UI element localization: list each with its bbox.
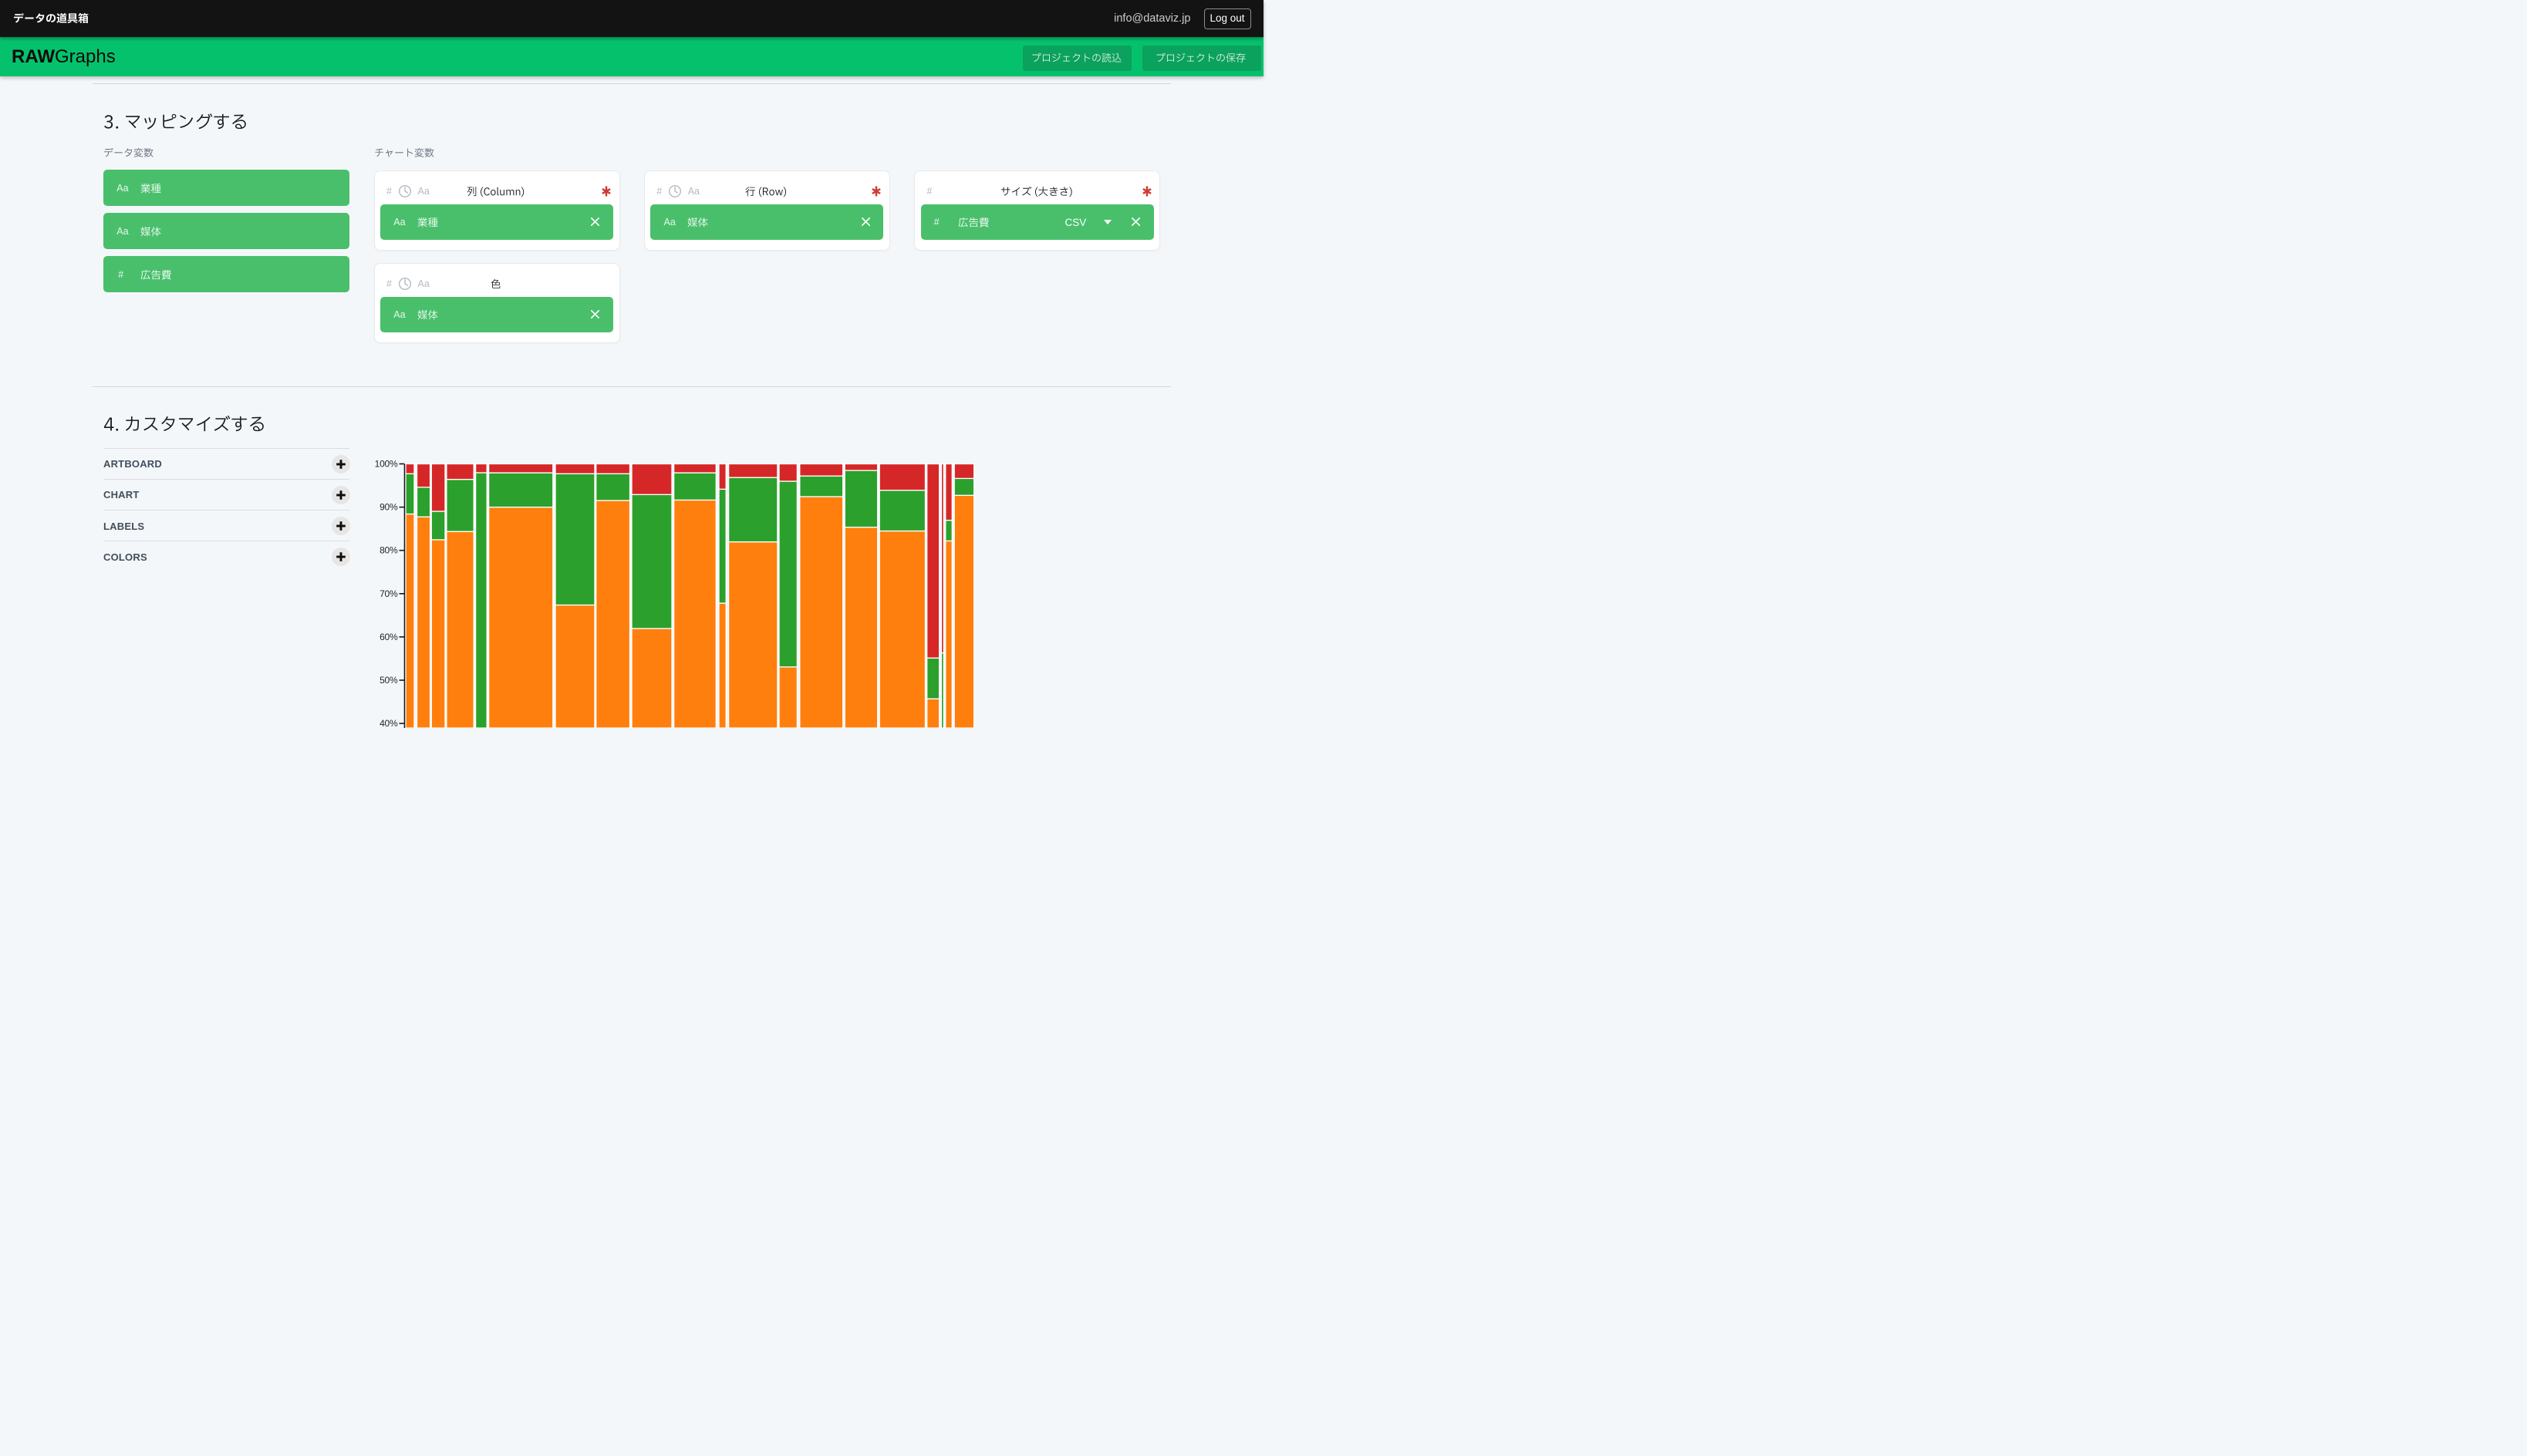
svg-text:40%: 40%	[380, 718, 398, 728]
svg-text:60%: 60%	[380, 632, 398, 642]
svg-text:100%: 100%	[375, 459, 398, 470]
svg-text:50%: 50%	[380, 675, 398, 686]
svg-text:70%: 70%	[380, 588, 398, 599]
svg-text:90%: 90%	[380, 502, 398, 513]
svg-text:80%: 80%	[380, 545, 398, 556]
